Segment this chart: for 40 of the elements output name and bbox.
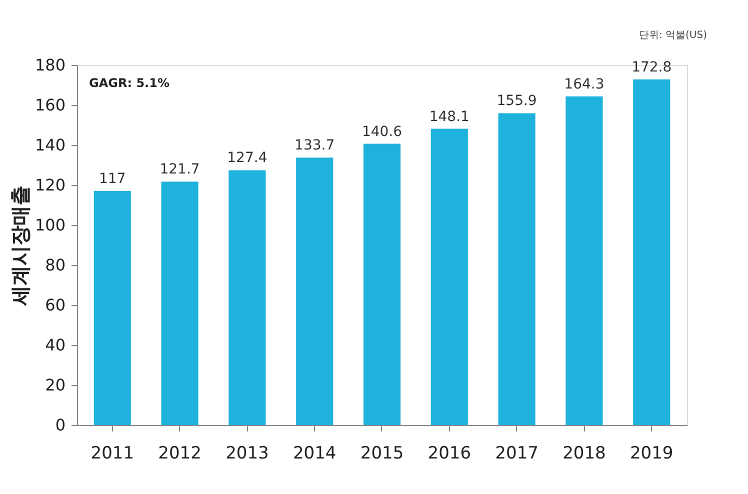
x-tick-label: 2018 (562, 444, 606, 464)
x-tick-label: 2011 (90, 444, 134, 464)
x-tick-label: 2015 (360, 444, 404, 464)
y-tick-label: 140 (34, 136, 66, 154)
y-tick-label: 80 (45, 256, 66, 274)
annotation: GAGR: 5.1% (89, 76, 170, 90)
data-label: 117 (99, 171, 126, 187)
y-axis-title: 세계시장매출 (8, 186, 32, 306)
bar (228, 170, 266, 425)
bar (430, 128, 468, 425)
y-tick-label: 0 (55, 416, 66, 434)
bar (94, 191, 131, 425)
y-tick-label: 100 (34, 216, 66, 234)
y-tick-label: 180 (34, 56, 66, 74)
x-tick-label: 2019 (630, 444, 674, 464)
data-label: 140.6 (362, 124, 402, 140)
data-label: 172.8 (632, 59, 672, 76)
bar (161, 182, 198, 425)
text: 단위: 억불(US) (638, 30, 708, 41)
bar (498, 113, 536, 425)
x-tick-label: 2012 (158, 444, 202, 464)
bar (363, 144, 401, 425)
x-tick-label: 2013 (226, 444, 269, 464)
data-label: 148.1 (429, 108, 470, 125)
bar (296, 158, 334, 425)
data-label: 121.7 (160, 162, 200, 178)
y-tick-label: 60 (45, 296, 66, 314)
data-label: 164.3 (564, 76, 604, 92)
y-tick-label: 120 (34, 176, 66, 194)
data-label: 155.9 (496, 93, 537, 110)
x-tick-label: 2014 (292, 444, 336, 464)
x-tick-label: 2017 (495, 444, 538, 464)
bar (566, 96, 603, 425)
y-tick-label: 20 (45, 376, 66, 394)
data-label: 133.7 (294, 138, 335, 154)
y-tick-label: 40 (45, 336, 66, 354)
bar (633, 79, 670, 425)
x-tick-label: 2016 (428, 444, 472, 464)
data-label: 127.4 (227, 150, 268, 166)
y-tick-label: 160 (34, 96, 66, 114)
